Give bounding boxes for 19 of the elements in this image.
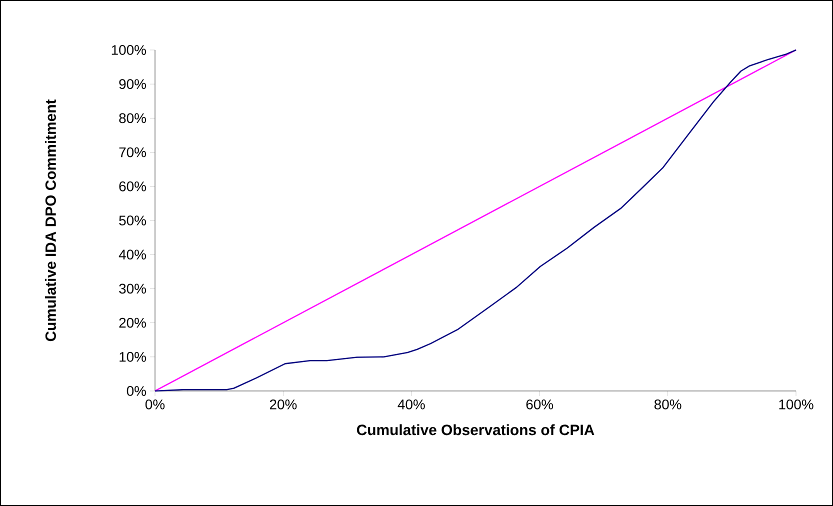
y-tick-label: 40% [118,250,146,260]
y-tick-label: 20% [119,318,146,328]
y-tick-label: 10% [120,352,146,362]
y-tick-label: 30% [119,284,146,294]
x-tick-label: 0% [145,399,165,410]
x-axis-title: Cumulative Observations of CPIA [356,424,594,436]
y-tick-label: 90% [119,79,146,90]
x-tick-label: 40% [398,399,425,410]
y-tick-label: 50% [119,216,146,226]
y-tick-label: 70% [119,147,146,158]
x-tick-label: 100% [779,399,814,410]
y-tick-label: 60% [119,181,146,192]
x-tick-label: 60% [526,399,554,410]
y-axis-title: Cumulative IDA DPO Commitment [45,99,56,342]
x-tick-label: 80% [654,399,682,410]
y-tick-label: 0% [126,386,146,396]
y-tick-label: 100% [112,45,146,55]
y-tick-label: 80% [119,113,146,124]
x-tick-label: 20% [270,399,297,410]
